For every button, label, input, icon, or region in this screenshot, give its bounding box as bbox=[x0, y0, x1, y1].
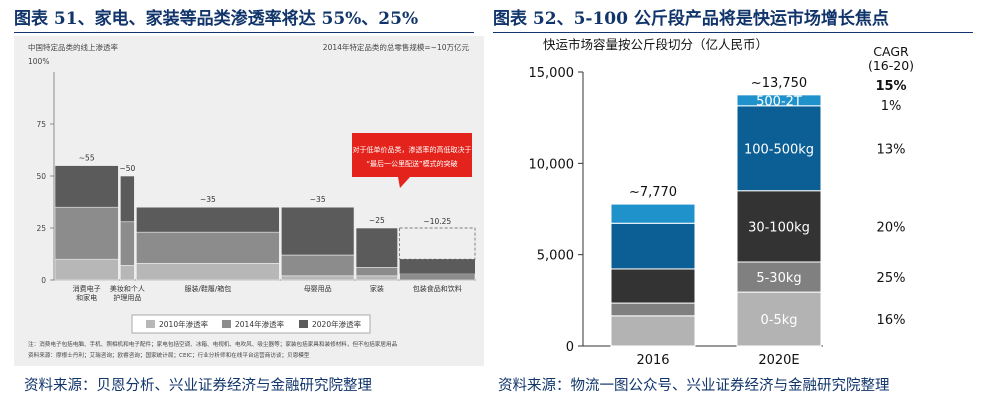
left-bar-2010 bbox=[120, 265, 135, 281]
right-bar-segment bbox=[610, 268, 696, 304]
left-bar-annotation: ~10.25 bbox=[423, 217, 451, 226]
left-y-tick-label: 75 bbox=[36, 120, 46, 129]
left-category-label: 家装 bbox=[370, 284, 384, 293]
left-projection-box bbox=[399, 227, 476, 260]
left-legend: 2010年渗透率 2014年渗透率 2020年渗透率 bbox=[131, 314, 371, 334]
left-penetration-chart: 中国特定品类的线上渗透率 2014年特定品类的总零售规模=~10万亿元 100%… bbox=[14, 36, 484, 366]
left-bar-2014 bbox=[399, 273, 476, 281]
left-bar-2020 bbox=[399, 259, 475, 274]
left-category-label: 和家电 bbox=[76, 293, 97, 302]
left-category-label: 包装食品和饮料 bbox=[413, 284, 462, 293]
left-bar-2014 bbox=[120, 221, 135, 266]
cagr-value: 1% bbox=[881, 99, 902, 114]
left-legend-swatch bbox=[299, 320, 308, 328]
left-legend-label: 2014年渗透率 bbox=[235, 319, 285, 329]
left-chart-subtitle: 2014年特定品类的总零售规模=~10万亿元 bbox=[323, 42, 470, 52]
right-y-tick-label: 0 bbox=[566, 340, 574, 355]
left-bar-annotation: ~35 bbox=[310, 195, 326, 204]
cagr-value: 20% bbox=[877, 220, 906, 235]
callout-line-2: “最后一公里配送”模式的突破 bbox=[366, 159, 457, 168]
left-bar-2010 bbox=[281, 275, 355, 281]
left-bar-2014 bbox=[281, 254, 355, 277]
left-bar-2020 bbox=[54, 165, 119, 208]
left-title-rule bbox=[14, 32, 474, 33]
right-segment-label: 500-2T bbox=[756, 94, 802, 109]
right-figure-title: 图表 52、5-100 公斤段产品将是快运市场增长焦点 bbox=[493, 9, 889, 29]
left-figure-title: 图表 51、家电、家装等品类渗透率将达 55%、25% bbox=[14, 9, 419, 29]
left-bar-2010 bbox=[136, 263, 280, 281]
right-bar-segment bbox=[736, 291, 822, 347]
left-bar-2020 bbox=[281, 206, 355, 256]
right-y-tick-label: 10,000 bbox=[529, 157, 575, 172]
right-category-label: 2016 bbox=[636, 353, 669, 366]
right-bar-segment bbox=[610, 203, 696, 224]
left-y-tick-label: 25 bbox=[36, 224, 46, 233]
left-category-label: 服装/鞋履/箱包 bbox=[184, 284, 231, 293]
cagr-value: 13% bbox=[877, 142, 906, 157]
left-y-tick-label: 50 bbox=[36, 172, 46, 181]
right-category-label: 2020E bbox=[758, 353, 799, 366]
left-bar-2020 bbox=[355, 227, 398, 268]
right-bar-segment bbox=[610, 222, 696, 270]
right-bar-segment bbox=[610, 315, 696, 347]
cagr-value: 25% bbox=[877, 271, 906, 286]
right-chart-title: 快运市场容量按公斤段切分（亿人民币） bbox=[543, 37, 768, 52]
left-bar-annotation: ~50 bbox=[119, 164, 135, 173]
left-bar-2014 bbox=[136, 231, 280, 264]
left-legend-swatch bbox=[222, 320, 231, 328]
callout-line-1: 对于低单价品类，渗透率的高低取决于 bbox=[353, 145, 472, 154]
right-title-rule bbox=[493, 32, 973, 33]
right-segment-label: 100-500kg bbox=[744, 142, 814, 157]
left-bar-annotation: ~35 bbox=[200, 195, 216, 204]
right-bar-segment bbox=[736, 261, 822, 293]
right-bar-segment bbox=[610, 302, 696, 317]
left-y-unit: 100% bbox=[28, 57, 49, 66]
left-legend-swatch bbox=[146, 320, 155, 328]
right-bar-segment bbox=[736, 94, 822, 107]
left-bar-2014 bbox=[54, 206, 119, 260]
right-segment-label: 0-5kg bbox=[760, 313, 797, 328]
cagr-total: 15% bbox=[875, 79, 906, 94]
left-note-2: 资料来源：摩根士丹利；艾瑞咨询；欧睿咨询；国家统计局；CEIC；行业分析师和在线… bbox=[28, 351, 310, 359]
left-category-label: 护理用品 bbox=[113, 293, 141, 302]
left-note-1: 注：消费电子包括电脑、手机、照相机和电子配件；家电包括空调、冰箱、电视机、电吹风… bbox=[28, 340, 398, 348]
left-bar-2020 bbox=[136, 206, 280, 233]
right-y-tick-label: 5,000 bbox=[537, 249, 574, 264]
left-category-label: 消费电子 bbox=[73, 284, 101, 293]
left-category-label: 母婴用品 bbox=[304, 285, 332, 293]
left-bar-2010 bbox=[355, 275, 398, 281]
left-bar-2020 bbox=[120, 175, 135, 223]
cagr-value: 16% bbox=[877, 313, 906, 328]
right-segment-label: 30-100kg bbox=[748, 220, 810, 235]
left-y-tick-label: 0 bbox=[41, 276, 46, 285]
left-chart-title: 中国特定品类的线上渗透率 bbox=[28, 42, 118, 52]
right-chart-panel: 快运市场容量按公斤段切分（亿人民币） CAGR (16-20) 0 5,000 10… bbox=[493, 36, 983, 368]
left-legend-label: 2010年渗透率 bbox=[159, 319, 209, 329]
left-callout: 对于低单价品类，渗透率的高低取决于 “最后一公里配送”模式的突破 bbox=[352, 133, 472, 188]
left-chart-panel: 中国特定品类的线上渗透率 2014年特定品类的总零售规模=~10万亿元 100%… bbox=[14, 36, 484, 366]
left-bar-annotation: ~55 bbox=[79, 154, 95, 163]
right-source-note: 资料来源：物流一图公众号、兴业证券经济与金融研究院整理 bbox=[498, 378, 890, 394]
cagr-title: CAGR bbox=[873, 44, 909, 59]
right-total-label: ~13,750 bbox=[751, 76, 807, 91]
right-segment-label: 5-30kg bbox=[756, 271, 801, 286]
right-y-tick-label: 15,000 bbox=[529, 66, 575, 81]
left-source-note: 资料来源：贝恩分析、兴业证券经济与金融研究院整理 bbox=[24, 378, 372, 394]
left-category-label: 美妆和个人 bbox=[110, 284, 145, 293]
left-bar-2014 bbox=[355, 267, 398, 277]
right-total-label: ~7,770 bbox=[629, 185, 677, 200]
left-legend-label: 2020年渗透率 bbox=[312, 319, 362, 329]
left-bar-2010 bbox=[54, 258, 119, 281]
right-express-market-chart: 快运市场容量按公斤段切分（亿人民币） CAGR (16-20) 0 5,000 10… bbox=[529, 37, 915, 368]
left-bar-annotation: ~25 bbox=[369, 216, 385, 225]
cagr-period: (16-20) bbox=[868, 58, 914, 73]
